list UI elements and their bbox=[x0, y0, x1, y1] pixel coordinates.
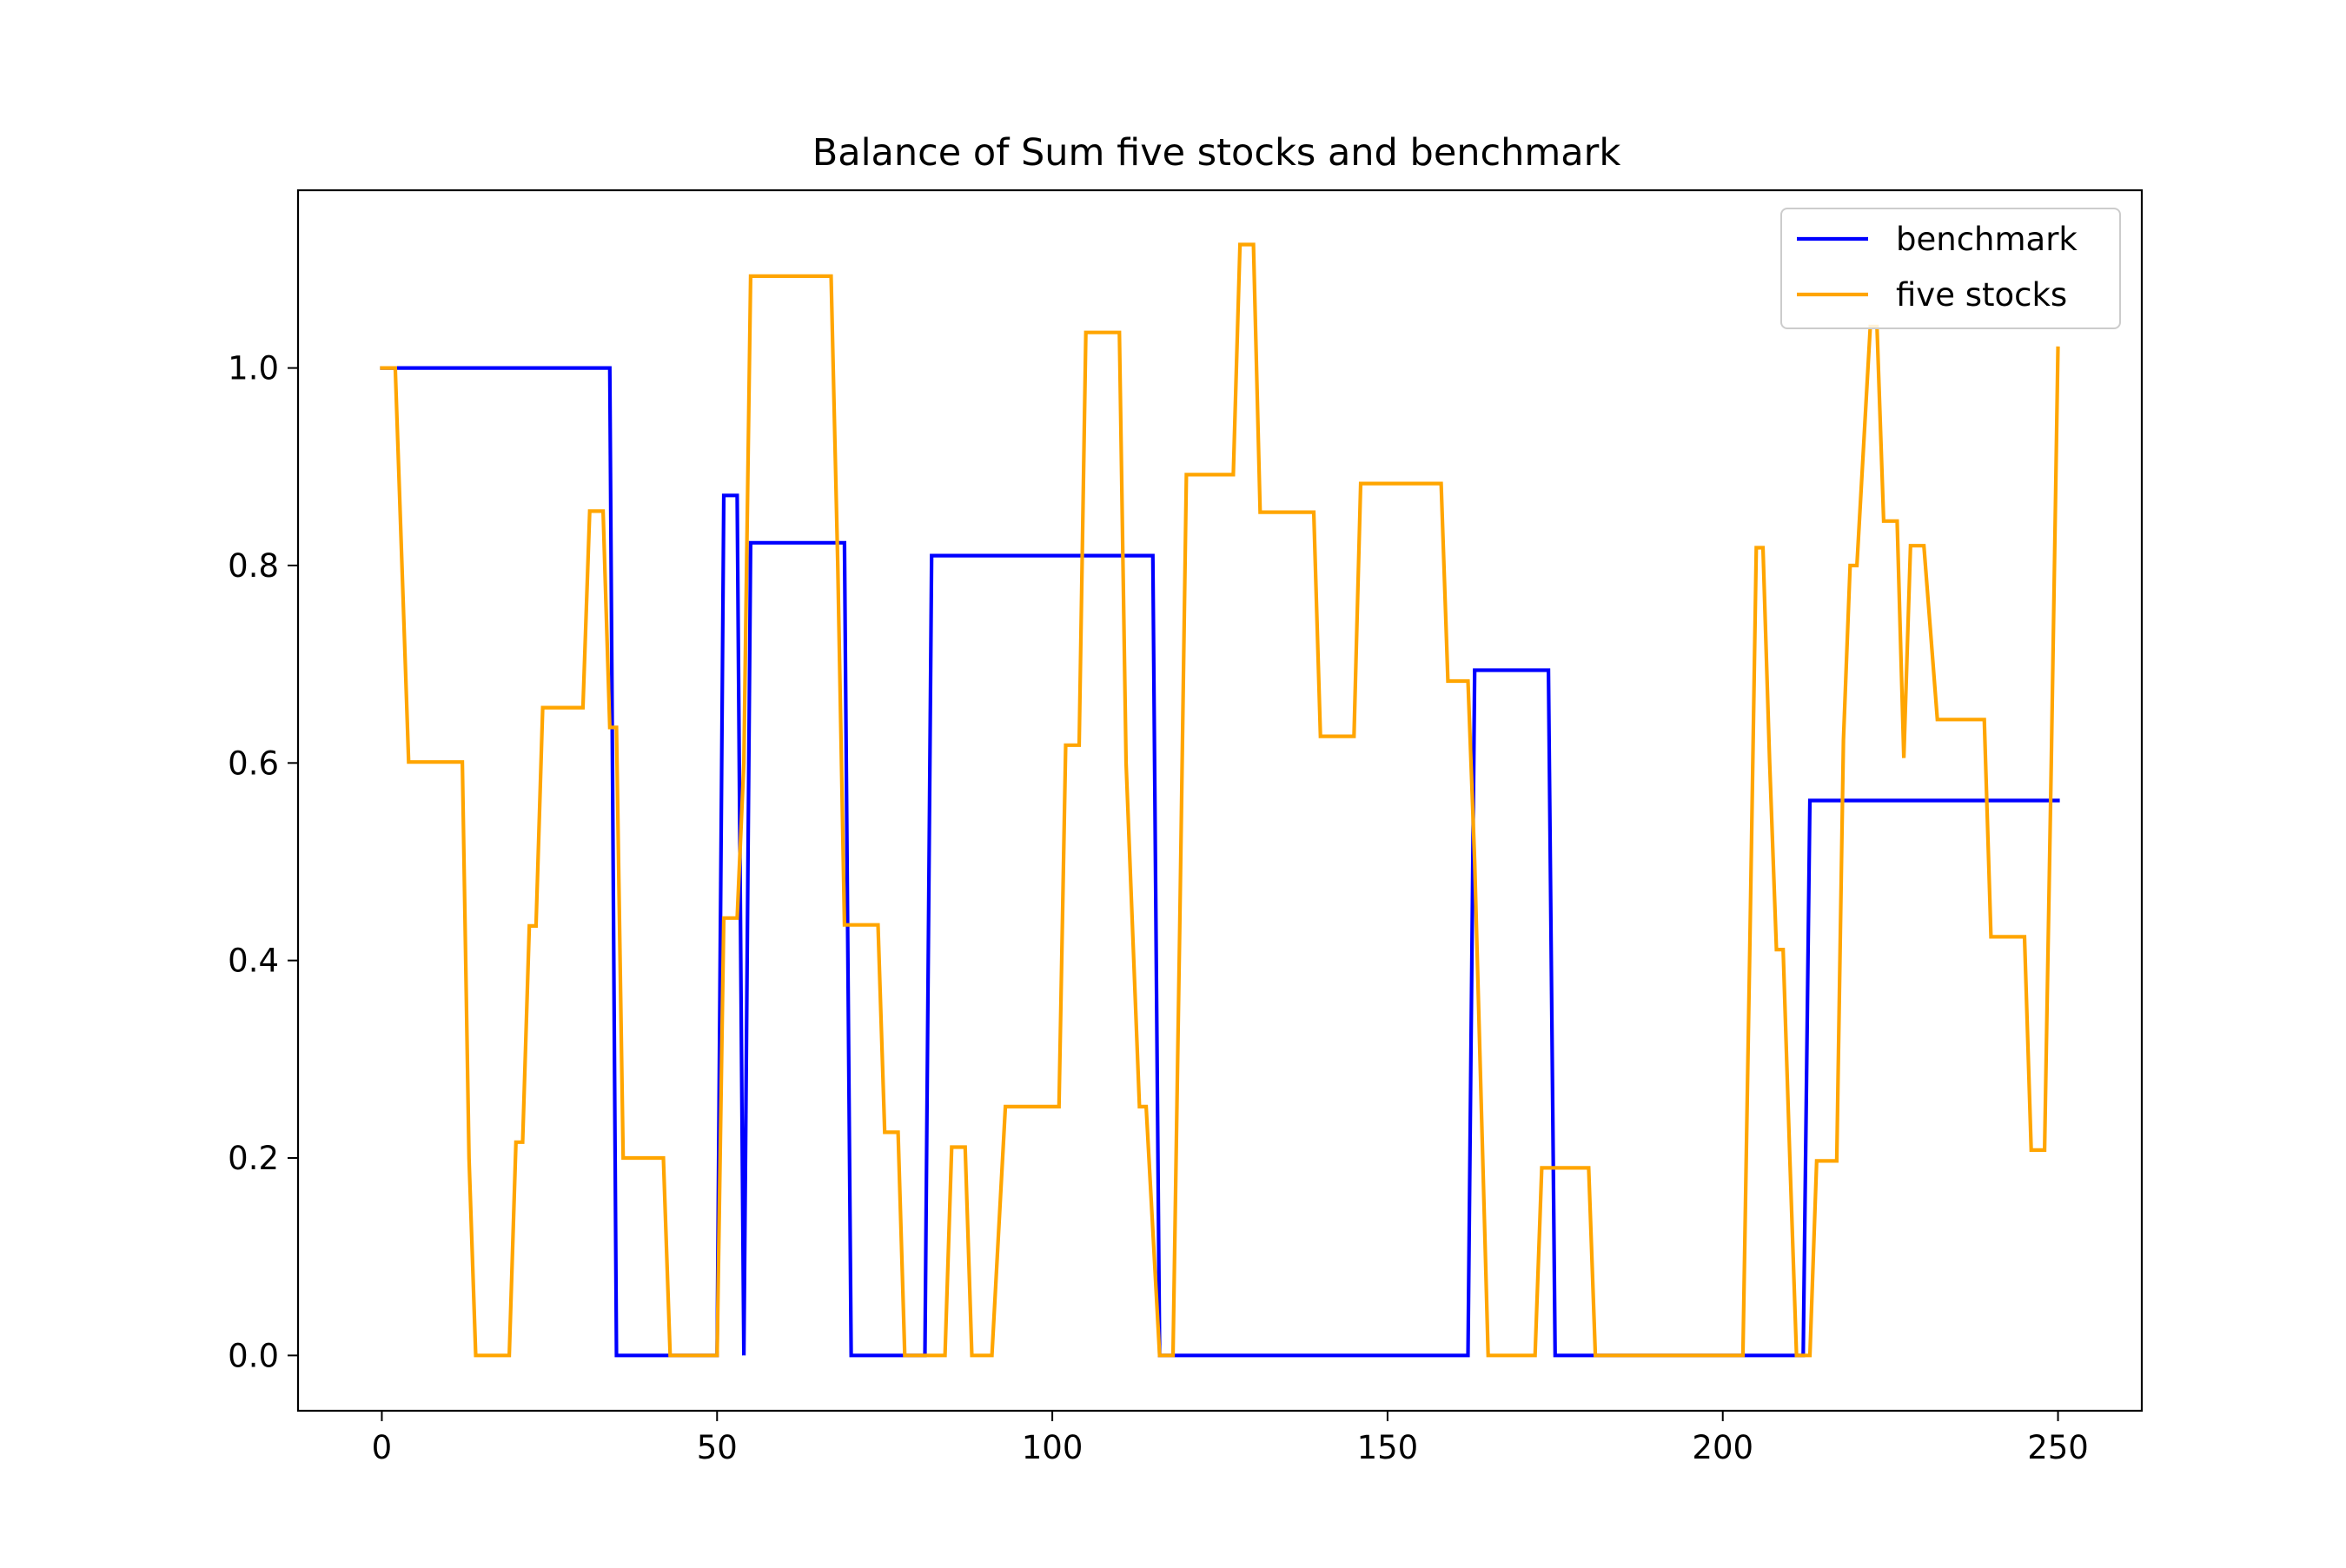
legend-label-benchmark: benchmark bbox=[1896, 221, 2078, 258]
plot-frame bbox=[296, 189, 2144, 1413]
x-tick-label: 50 bbox=[697, 1429, 738, 1466]
legend-label-five-stocks: five stocks bbox=[1896, 276, 2067, 314]
x-tick-label: 200 bbox=[1692, 1429, 1753, 1466]
chart-title: Balance of Sum five stocks and benchmark bbox=[812, 131, 1621, 175]
y-tick-label: 0.8 bbox=[228, 547, 279, 585]
x-tick-label: 0 bbox=[372, 1429, 393, 1466]
legend: benchmark five stocks bbox=[1780, 208, 2121, 329]
y-tick-label: 1.0 bbox=[228, 350, 279, 387]
y-tick-label: 0.2 bbox=[228, 1140, 279, 1177]
y-tick-label: 0.0 bbox=[228, 1337, 279, 1374]
x-tick-label: 100 bbox=[1022, 1429, 1084, 1466]
x-tick-label: 250 bbox=[2027, 1429, 2089, 1466]
y-tick-label: 0.6 bbox=[228, 744, 279, 782]
x-tick-label: 150 bbox=[1357, 1429, 1419, 1466]
plot-area bbox=[380, 242, 2060, 1358]
y-tick-label: 0.4 bbox=[228, 943, 279, 980]
axes: 0 50 100 150 200 250 0.0 0.2 0.4 0.6 0.8 1.0 bbox=[228, 189, 2144, 1466]
series-line-five-stocks bbox=[380, 242, 2060, 1358]
